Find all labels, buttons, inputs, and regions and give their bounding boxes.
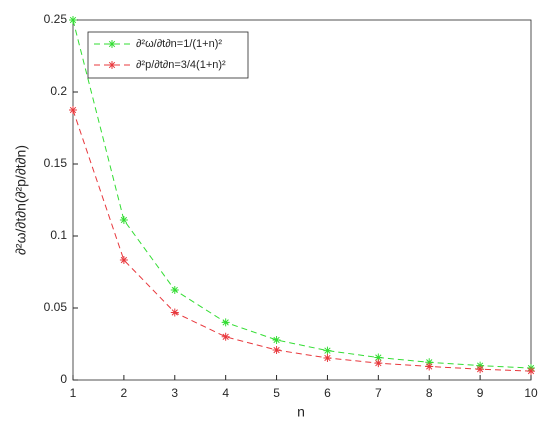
legend: ∂²ω/∂t∂n=1/(1+n)² ∂²p/∂t∂n=3/4(1+n)² bbox=[87, 31, 249, 79]
marker bbox=[374, 359, 383, 368]
y-tick-label: 0.1 bbox=[50, 228, 67, 242]
marker bbox=[527, 367, 535, 376]
x-tick-label: 6 bbox=[324, 386, 331, 400]
marker bbox=[221, 318, 230, 327]
legend-marker bbox=[108, 61, 116, 69]
marker bbox=[170, 286, 179, 294]
marker bbox=[374, 353, 383, 362]
x-tick-label: 3 bbox=[171, 386, 178, 400]
x-axis-label: n bbox=[297, 404, 305, 420]
y-tick-label: 0.25 bbox=[44, 12, 68, 26]
legend-label: ∂²p/∂t∂n=3/4(1+n)² bbox=[136, 59, 226, 71]
series-line bbox=[72, 19, 532, 369]
x-tick-label: 7 bbox=[375, 386, 382, 400]
plot-area bbox=[72, 19, 532, 381]
marker bbox=[425, 362, 434, 371]
marker bbox=[272, 346, 281, 355]
y-tick-label: 0 bbox=[60, 372, 67, 386]
marker bbox=[323, 346, 332, 355]
x-tick-label: 10 bbox=[524, 386, 538, 400]
marker bbox=[221, 332, 230, 341]
legend-marker bbox=[108, 40, 116, 48]
marker bbox=[69, 106, 77, 114]
marker bbox=[476, 365, 485, 374]
marker bbox=[119, 216, 128, 225]
x-tick-label: 9 bbox=[477, 386, 484, 400]
marker bbox=[69, 16, 77, 24]
y-tick-label: 0.15 bbox=[44, 156, 68, 170]
legend-label: ∂²ω/∂t∂n=1/(1+n)² bbox=[136, 38, 222, 50]
marker bbox=[272, 335, 281, 344]
marker bbox=[119, 256, 128, 265]
marker bbox=[170, 308, 179, 317]
x-tick-label: 5 bbox=[273, 386, 280, 400]
legend-box bbox=[87, 31, 249, 79]
series-line bbox=[72, 109, 532, 372]
y-tick-label: 0.05 bbox=[44, 300, 68, 314]
x-tick-label: 2 bbox=[121, 386, 128, 400]
x-tick-label: 8 bbox=[426, 386, 433, 400]
marker bbox=[425, 358, 434, 367]
y-tick-label: 0.2 bbox=[50, 84, 67, 98]
marker bbox=[323, 353, 332, 362]
y-axis-label: ∂²ω/∂t∂n(∂²p/∂t∂n) bbox=[13, 145, 29, 255]
x-tick-label: 1 bbox=[70, 386, 77, 400]
x-tick-label: 4 bbox=[222, 386, 229, 400]
